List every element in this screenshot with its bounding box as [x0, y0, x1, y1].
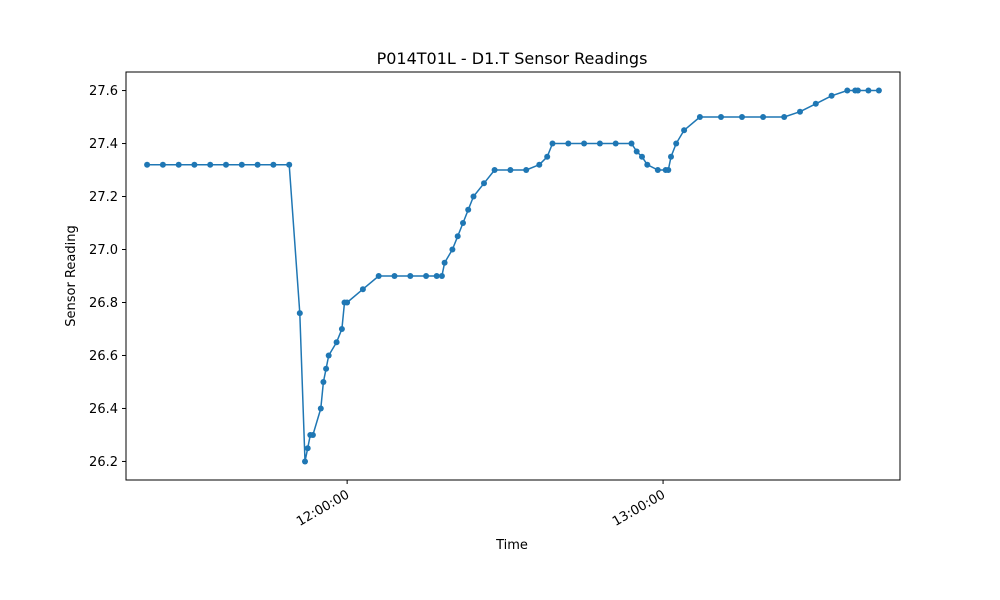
- data-point: [565, 140, 572, 147]
- y-tick-label: 26.4: [89, 402, 118, 417]
- data-point: [797, 108, 803, 115]
- data-point: [449, 246, 456, 253]
- data-point: [270, 161, 277, 168]
- plot-frame: [125, 71, 901, 481]
- data-point: [320, 379, 327, 385]
- data-point: [375, 273, 382, 279]
- data-point: [507, 167, 514, 173]
- data-point: [325, 352, 332, 359]
- data-point: [238, 161, 245, 168]
- chart-title: P014T01L - D1.T Sensor Readings: [377, 49, 648, 68]
- data-point: [844, 87, 851, 94]
- data-point: [304, 445, 311, 452]
- data-point: [309, 432, 316, 438]
- data-point: [665, 167, 672, 173]
- series-line: [147, 89, 879, 463]
- data-point: [223, 161, 229, 168]
- data-point: [159, 161, 166, 168]
- y-tick-label: 27.6: [89, 84, 118, 99]
- data-point: [739, 114, 745, 120]
- data-point: [175, 161, 182, 168]
- data-point: [760, 114, 767, 120]
- data-point: [673, 140, 680, 147]
- y-tick-label: 26.6: [89, 349, 118, 364]
- data-point: [470, 193, 477, 200]
- data-point: [612, 140, 619, 147]
- data-point: [681, 127, 688, 134]
- data-point: [317, 405, 324, 412]
- data-point: [296, 310, 303, 317]
- data-point: [338, 326, 345, 332]
- data-point: [536, 161, 543, 168]
- data-point: [781, 114, 788, 120]
- data-point: [718, 114, 724, 120]
- data-point: [596, 140, 603, 147]
- data-point: [391, 273, 398, 279]
- data-point: [549, 140, 556, 147]
- data-point: [581, 140, 588, 147]
- data-point: [302, 458, 308, 465]
- data-point: [491, 167, 498, 173]
- data-point: [359, 286, 366, 293]
- data-point: [460, 220, 466, 226]
- data-point: [628, 140, 635, 147]
- data-point: [668, 153, 674, 160]
- data-point: [254, 161, 261, 168]
- x-axis-label: Time: [495, 538, 528, 553]
- data-point: [286, 161, 293, 168]
- data-point: [523, 167, 530, 173]
- data-point: [441, 259, 448, 266]
- data-point: [438, 273, 445, 279]
- data-point: [644, 161, 651, 168]
- data-point: [544, 153, 551, 160]
- data-point: [423, 273, 430, 279]
- data-point: [407, 273, 414, 279]
- data-point: [481, 180, 487, 187]
- data-point: [465, 206, 472, 213]
- data-point: [333, 339, 340, 346]
- y-tick-label: 26.8: [89, 296, 118, 311]
- data-point: [828, 92, 835, 99]
- data-point: [696, 114, 703, 120]
- data-point: [854, 87, 861, 94]
- data-point: [812, 100, 819, 107]
- y-tick-label: 27.4: [89, 137, 118, 152]
- y-tick-label: 26.2: [89, 455, 118, 470]
- y-axis-label: Sensor Reading: [64, 225, 79, 326]
- data-point: [454, 233, 461, 240]
- data-point: [144, 161, 151, 168]
- data-point: [207, 161, 214, 168]
- data-point: [323, 365, 330, 372]
- data-point: [433, 273, 440, 279]
- y-axis-ticks: 26.2 26.4 26.6 26.8 27.0 27.2 27.4 27.6: [89, 84, 126, 470]
- data-point: [633, 148, 640, 155]
- data-point: [865, 87, 872, 94]
- plot-area: [144, 87, 882, 465]
- data-point: [639, 153, 645, 160]
- y-tick-label: 27.2: [89, 190, 118, 205]
- data-point: [654, 167, 661, 173]
- data-point: [191, 161, 198, 168]
- data-point: [344, 299, 351, 306]
- y-tick-label: 27.0: [89, 243, 118, 258]
- data-point: [875, 87, 882, 94]
